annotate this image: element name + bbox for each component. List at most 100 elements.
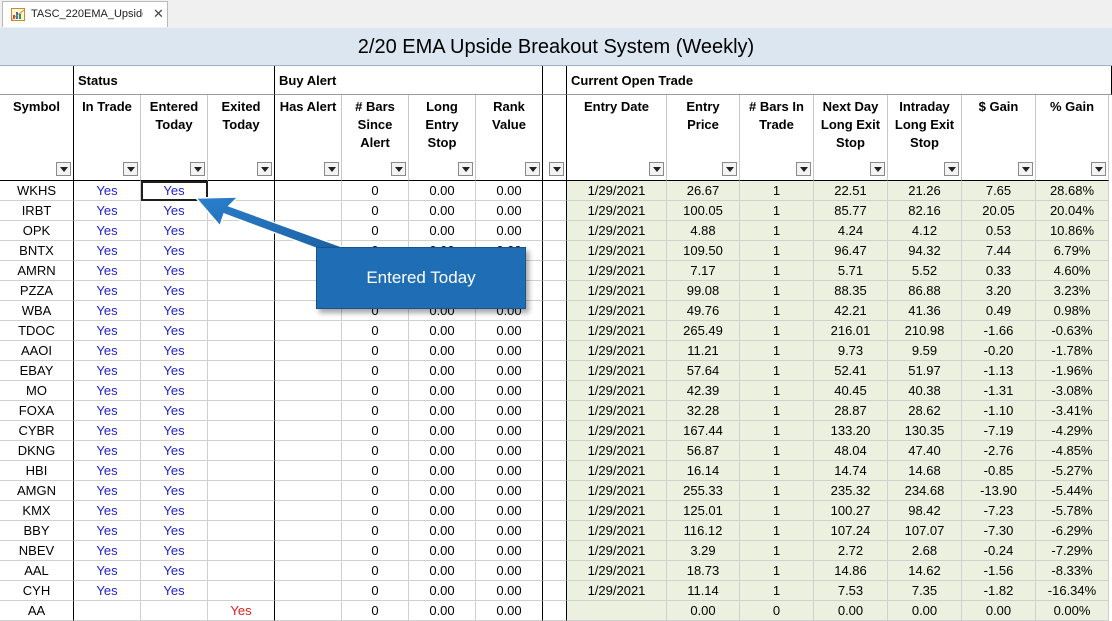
cell-entry-date: 1/29/2021 [567, 521, 667, 541]
cell-intraday-stop: 14.68 [888, 461, 962, 481]
cell-entered-today: Yes [141, 221, 208, 241]
cell-dollar-gain: -1.56 [962, 561, 1036, 581]
cell-dollar-gain: 7.65 [962, 181, 1036, 201]
cell-entry-price: 56.87 [667, 441, 740, 461]
column-header-pct-gain[interactable]: % Gain [1036, 95, 1109, 181]
filter-dropdown-icon[interactable] [56, 162, 71, 176]
cell-entry-date: 1/29/2021 [567, 421, 667, 441]
cell-exited-today [208, 461, 275, 481]
cell-gap [543, 481, 567, 501]
cell-bars-in-trade: 1 [740, 421, 814, 441]
column-header-has-alert[interactable]: Has Alert [275, 95, 342, 181]
cell-entry-price: 57.64 [667, 361, 740, 381]
cell-dollar-gain: -2.76 [962, 441, 1036, 461]
cell-bars-in-trade: 1 [740, 481, 814, 501]
cell-has-alert [275, 541, 342, 561]
cell-pct-gain: -3.41% [1036, 401, 1109, 421]
cell-dollar-gain: 3.20 [962, 281, 1036, 301]
filter-dropdown-icon[interactable] [257, 162, 272, 176]
filter-dropdown-icon[interactable] [549, 162, 564, 176]
cell-gap [543, 301, 567, 321]
filter-dropdown-icon[interactable] [1091, 162, 1106, 176]
cell-next-day-stop: 235.32 [814, 481, 888, 501]
cell-exited-today [208, 201, 275, 221]
column-header-gap[interactable] [543, 95, 567, 181]
cell-bars-since-alert: 0 [342, 541, 409, 561]
filter-dropdown-icon[interactable] [123, 162, 138, 176]
column-header-in-trade[interactable]: In Trade [74, 95, 141, 181]
column-header-long-entry-stop[interactable]: Long Entry Stop [409, 95, 476, 181]
filter-dropdown-icon[interactable] [391, 162, 406, 176]
filter-dropdown-icon[interactable] [944, 162, 959, 176]
cell-entry-price: 109.50 [667, 241, 740, 261]
cell-bars-in-trade: 1 [740, 201, 814, 221]
cell-next-day-stop: 7.53 [814, 581, 888, 601]
cell-dollar-gain: -1.82 [962, 581, 1036, 601]
cell-entry-date: 1/29/2021 [567, 541, 667, 561]
column-header-exited-today[interactable]: Exited Today [208, 95, 275, 181]
cell-gap [543, 441, 567, 461]
cell-in-trade: Yes [74, 521, 141, 541]
column-header-symbol[interactable]: Symbol [0, 95, 74, 181]
cell-dollar-gain: -0.85 [962, 461, 1036, 481]
cell-entry-price: 116.12 [667, 521, 740, 541]
cell-intraday-stop: 21.26 [888, 181, 962, 201]
column-header-bars-in-trade[interactable]: # Bars In Trade [740, 95, 814, 181]
column-header-next-day-stop[interactable]: Next Day Long Exit Stop [814, 95, 888, 181]
cell-entry-date: 1/29/2021 [567, 381, 667, 401]
cell-long-entry-stop: 0.00 [409, 381, 476, 401]
cell-intraday-stop: 9.59 [888, 341, 962, 361]
filter-dropdown-icon[interactable] [324, 162, 339, 176]
column-header-dollar-gain[interactable]: $ Gain [962, 95, 1036, 181]
cell-pct-gain: 0.98% [1036, 301, 1109, 321]
filter-dropdown-icon[interactable] [649, 162, 664, 176]
cell-bars-since-alert: 0 [342, 481, 409, 501]
close-icon[interactable]: ✕ [153, 6, 164, 21]
filter-dropdown-icon[interactable] [870, 162, 885, 176]
cell-symbol: BNTX [0, 241, 74, 261]
cell-long-entry-stop: 0.00 [409, 401, 476, 421]
cell-long-entry-stop: 0.00 [409, 221, 476, 241]
selected-cell[interactable]: Yes [141, 181, 208, 201]
cell-next-day-stop: 9.73 [814, 341, 888, 361]
column-header-entry-price[interactable]: Entry Price [667, 95, 740, 181]
column-header-intraday-stop[interactable]: Intraday Long Exit Stop [888, 95, 962, 181]
filter-dropdown-icon[interactable] [1018, 162, 1033, 176]
cell-pct-gain: -5.44% [1036, 481, 1109, 501]
column-header-bars-since-alert[interactable]: # Bars Since Alert [342, 95, 409, 181]
cell-gap [543, 381, 567, 401]
cell-dollar-gain: -1.31 [962, 381, 1036, 401]
cell-bars-in-trade: 1 [740, 241, 814, 261]
cell-entry-date: 1/29/2021 [567, 461, 667, 481]
cell-in-trade: Yes [74, 241, 141, 261]
filter-dropdown-icon[interactable] [796, 162, 811, 176]
column-header-entered-today[interactable]: Entered Today [141, 95, 208, 181]
column-header-rank-value[interactable]: Rank Value [476, 95, 543, 181]
cell-entry-date: 1/29/2021 [567, 261, 667, 281]
cell-entered-today: Yes [141, 361, 208, 381]
cell-bars-in-trade: 1 [740, 361, 814, 381]
cell-in-trade: Yes [74, 341, 141, 361]
cell-has-alert [275, 601, 342, 621]
cell-next-day-stop: 5.71 [814, 261, 888, 281]
filter-dropdown-icon[interactable] [525, 162, 540, 176]
filter-dropdown-icon[interactable] [722, 162, 737, 176]
cell-next-day-stop: 96.47 [814, 241, 888, 261]
cell-entry-date: 1/29/2021 [567, 201, 667, 221]
cell-exited-today [208, 301, 275, 321]
cell-entry-date: 1/29/2021 [567, 241, 667, 261]
cell-long-entry-stop: 0.00 [409, 441, 476, 461]
cell-exited-today [208, 361, 275, 381]
cell-dollar-gain: -1.10 [962, 401, 1036, 421]
filter-dropdown-icon[interactable] [458, 162, 473, 176]
cell-gap [543, 261, 567, 281]
cell-exited-today [208, 341, 275, 361]
filter-dropdown-icon[interactable] [190, 162, 205, 176]
column-header-entry-date[interactable]: Entry Date [567, 95, 667, 181]
cell-gap [543, 501, 567, 521]
cell-dollar-gain: -7.30 [962, 521, 1036, 541]
cell-entry-date: 1/29/2021 [567, 281, 667, 301]
cell-has-alert [275, 221, 342, 241]
cell-bars-since-alert: 0 [342, 501, 409, 521]
